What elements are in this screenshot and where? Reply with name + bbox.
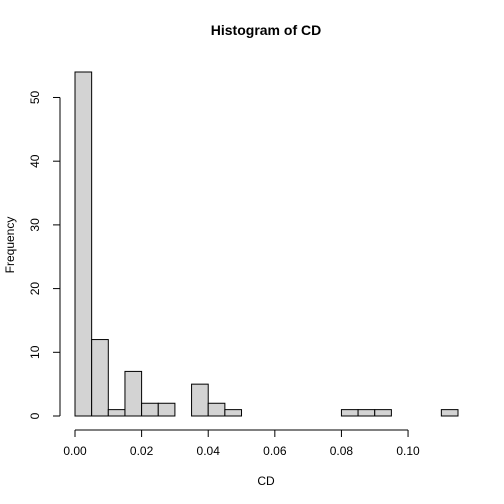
histogram-bar [91, 339, 109, 417]
y-axis: 0 10 20 30 40 50 [28, 90, 61, 419]
y-axis-label: Frequency [3, 217, 17, 274]
y-tick-label: 0 [28, 412, 42, 419]
histogram-bar [374, 409, 392, 417]
x-tick-label: 0.10 [396, 444, 420, 458]
y-tick-label: 20 [28, 282, 42, 296]
x-axis-label: CD [257, 474, 275, 488]
histogram-bar [357, 409, 376, 417]
histogram-bar [141, 402, 159, 417]
histogram-bar [440, 409, 459, 417]
y-tick-label: 30 [28, 218, 42, 232]
x-tick-label: 0.00 [63, 444, 87, 458]
bars-group [74, 71, 459, 417]
y-tick-label: 10 [28, 345, 42, 359]
histogram-bar [124, 370, 143, 417]
x-tick-label: 0.02 [130, 444, 154, 458]
histogram-bar [224, 409, 243, 417]
y-tick-label: 50 [28, 90, 42, 104]
histogram-bar [157, 402, 176, 417]
histogram-bar [74, 71, 93, 417]
histogram-bar [107, 409, 126, 417]
x-tick-label: 0.04 [197, 444, 221, 458]
histogram-bar [191, 383, 209, 417]
histogram-bar [340, 409, 359, 417]
x-tick-label: 0.06 [263, 444, 287, 458]
x-axis: 0.00 0.02 0.04 0.06 0.08 0.10 [63, 429, 420, 458]
x-tick-label: 0.08 [330, 444, 354, 458]
y-tick-label: 40 [28, 154, 42, 168]
histogram-bar [207, 402, 226, 417]
chart-title: Histogram of CD [211, 22, 321, 38]
